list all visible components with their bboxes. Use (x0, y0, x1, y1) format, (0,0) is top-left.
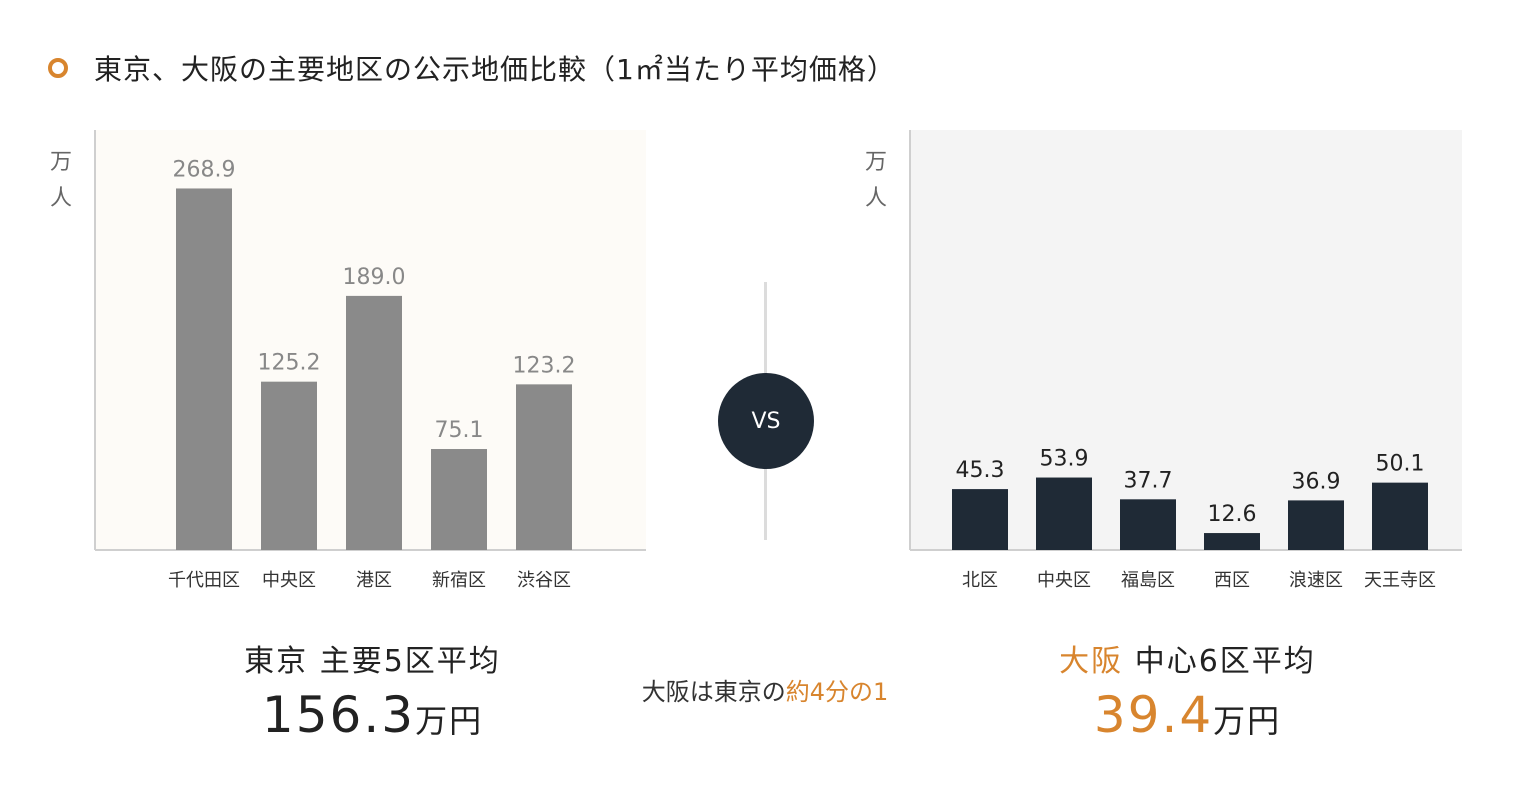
tokyo-unit-label: 万 人 (48, 145, 74, 217)
osaka-chart-svg: 45.3 北区 53.9 中央区 37.7 福島区 12.6 西区 36.9 浪速区 50.1 天王寺… (909, 130, 1462, 591)
bar-value-osaka-2: 53.9 (1040, 447, 1089, 472)
tokyo-unit-top: 万 (49, 150, 72, 175)
osaka-summary-city: 大阪 (1059, 644, 1124, 679)
category-label-osaka-5: 浪速区 (1289, 570, 1343, 591)
comparison-note: 大阪は東京の約4分の1 (560, 672, 970, 707)
osaka-average-number: 39.4 (1093, 686, 1214, 744)
bar-value-tokyo-5: 123.2 (513, 353, 576, 378)
tokyo-chart: 268.9 千代田区 125.2 中央区 189.0 港区 75.1 新宿区 123.2 渋谷区 (94, 130, 646, 591)
bar-osaka-5 (1288, 500, 1344, 550)
tokyo-summary-value: 156.3万円 (200, 686, 545, 744)
tokyo-summary: 東京 主要5区平均 156.3万円 (200, 636, 545, 744)
osaka-unit-bottom: 人 (864, 186, 887, 211)
category-label-tokyo-2: 中央区 (262, 570, 316, 591)
bar-tokyo-2 (261, 381, 317, 550)
tokyo-average-number: 156.3 (261, 686, 416, 744)
category-label-osaka-4: 西区 (1214, 570, 1250, 591)
category-label-osaka-6: 天王寺区 (1364, 570, 1436, 591)
osaka-summary-value: 39.4万円 (1015, 686, 1360, 744)
osaka-plot-background (910, 130, 1462, 550)
bar-tokyo-5 (516, 384, 572, 550)
tokyo-average-unit: 万円 (415, 702, 484, 740)
bar-value-osaka-5: 36.9 (1292, 469, 1341, 494)
bar-value-tokyo-1: 268.9 (173, 157, 236, 182)
osaka-average-unit: 万円 (1213, 702, 1282, 740)
title-row: 東京、大阪の主要地区の公示地価比較（1㎡当たり平均価格） (48, 48, 896, 88)
tokyo-chart-svg: 268.9 千代田区 125.2 中央区 189.0 港区 75.1 新宿区 123.2 渋谷区 (94, 130, 646, 591)
osaka-summary-label: 大阪 中心6区平均 (1015, 636, 1360, 680)
bar-tokyo-1 (176, 188, 232, 550)
bar-value-osaka-3: 37.7 (1124, 468, 1173, 493)
osaka-summary-desc: 中心6区平均 (1134, 644, 1316, 679)
category-label-osaka-1: 北区 (962, 570, 998, 591)
comparison-highlight: 約4分の1 (785, 678, 889, 706)
bar-osaka-6 (1372, 482, 1428, 550)
bar-osaka-1 (952, 489, 1008, 550)
title-bullet-icon (48, 58, 68, 78)
tokyo-summary-desc: 主要5区平均 (319, 644, 501, 679)
category-label-tokyo-4: 新宿区 (432, 570, 486, 591)
bar-value-tokyo-3: 189.0 (343, 265, 406, 290)
bar-osaka-3 (1120, 499, 1176, 550)
comparison-prefix: 大阪は東京の (641, 678, 786, 706)
tokyo-unit-bottom: 人 (49, 186, 72, 211)
osaka-unit-top: 万 (864, 150, 887, 175)
bar-osaka-2 (1036, 477, 1092, 550)
vs-badge: VS (718, 373, 814, 469)
bar-tokyo-3 (346, 295, 402, 550)
bar-value-osaka-4: 12.6 (1208, 502, 1257, 527)
bar-osaka-4 (1204, 533, 1260, 550)
bar-value-osaka-6: 50.1 (1376, 452, 1425, 477)
category-label-tokyo-1: 千代田区 (168, 570, 240, 591)
page-title: 東京、大阪の主要地区の公示地価比較（1㎡当たり平均価格） (94, 53, 896, 86)
category-label-tokyo-5: 渋谷区 (517, 570, 571, 591)
osaka-chart: 45.3 北区 53.9 中央区 37.7 福島区 12.6 西区 36.9 浪速区 50.1 天王寺… (909, 130, 1462, 591)
tokyo-summary-city: 東京 (244, 644, 309, 679)
bar-value-tokyo-2: 125.2 (258, 351, 321, 376)
category-label-osaka-3: 福島区 (1121, 570, 1175, 591)
category-label-osaka-2: 中央区 (1037, 570, 1091, 591)
tokyo-summary-label: 東京 主要5区平均 (200, 636, 545, 680)
osaka-unit-label: 万 人 (863, 145, 889, 217)
osaka-summary: 大阪 中心6区平均 39.4万円 (1015, 636, 1360, 744)
bar-tokyo-4 (431, 449, 487, 550)
bar-value-tokyo-4: 75.1 (435, 418, 484, 443)
bar-value-osaka-1: 45.3 (956, 458, 1005, 483)
category-label-tokyo-3: 港区 (356, 570, 392, 591)
